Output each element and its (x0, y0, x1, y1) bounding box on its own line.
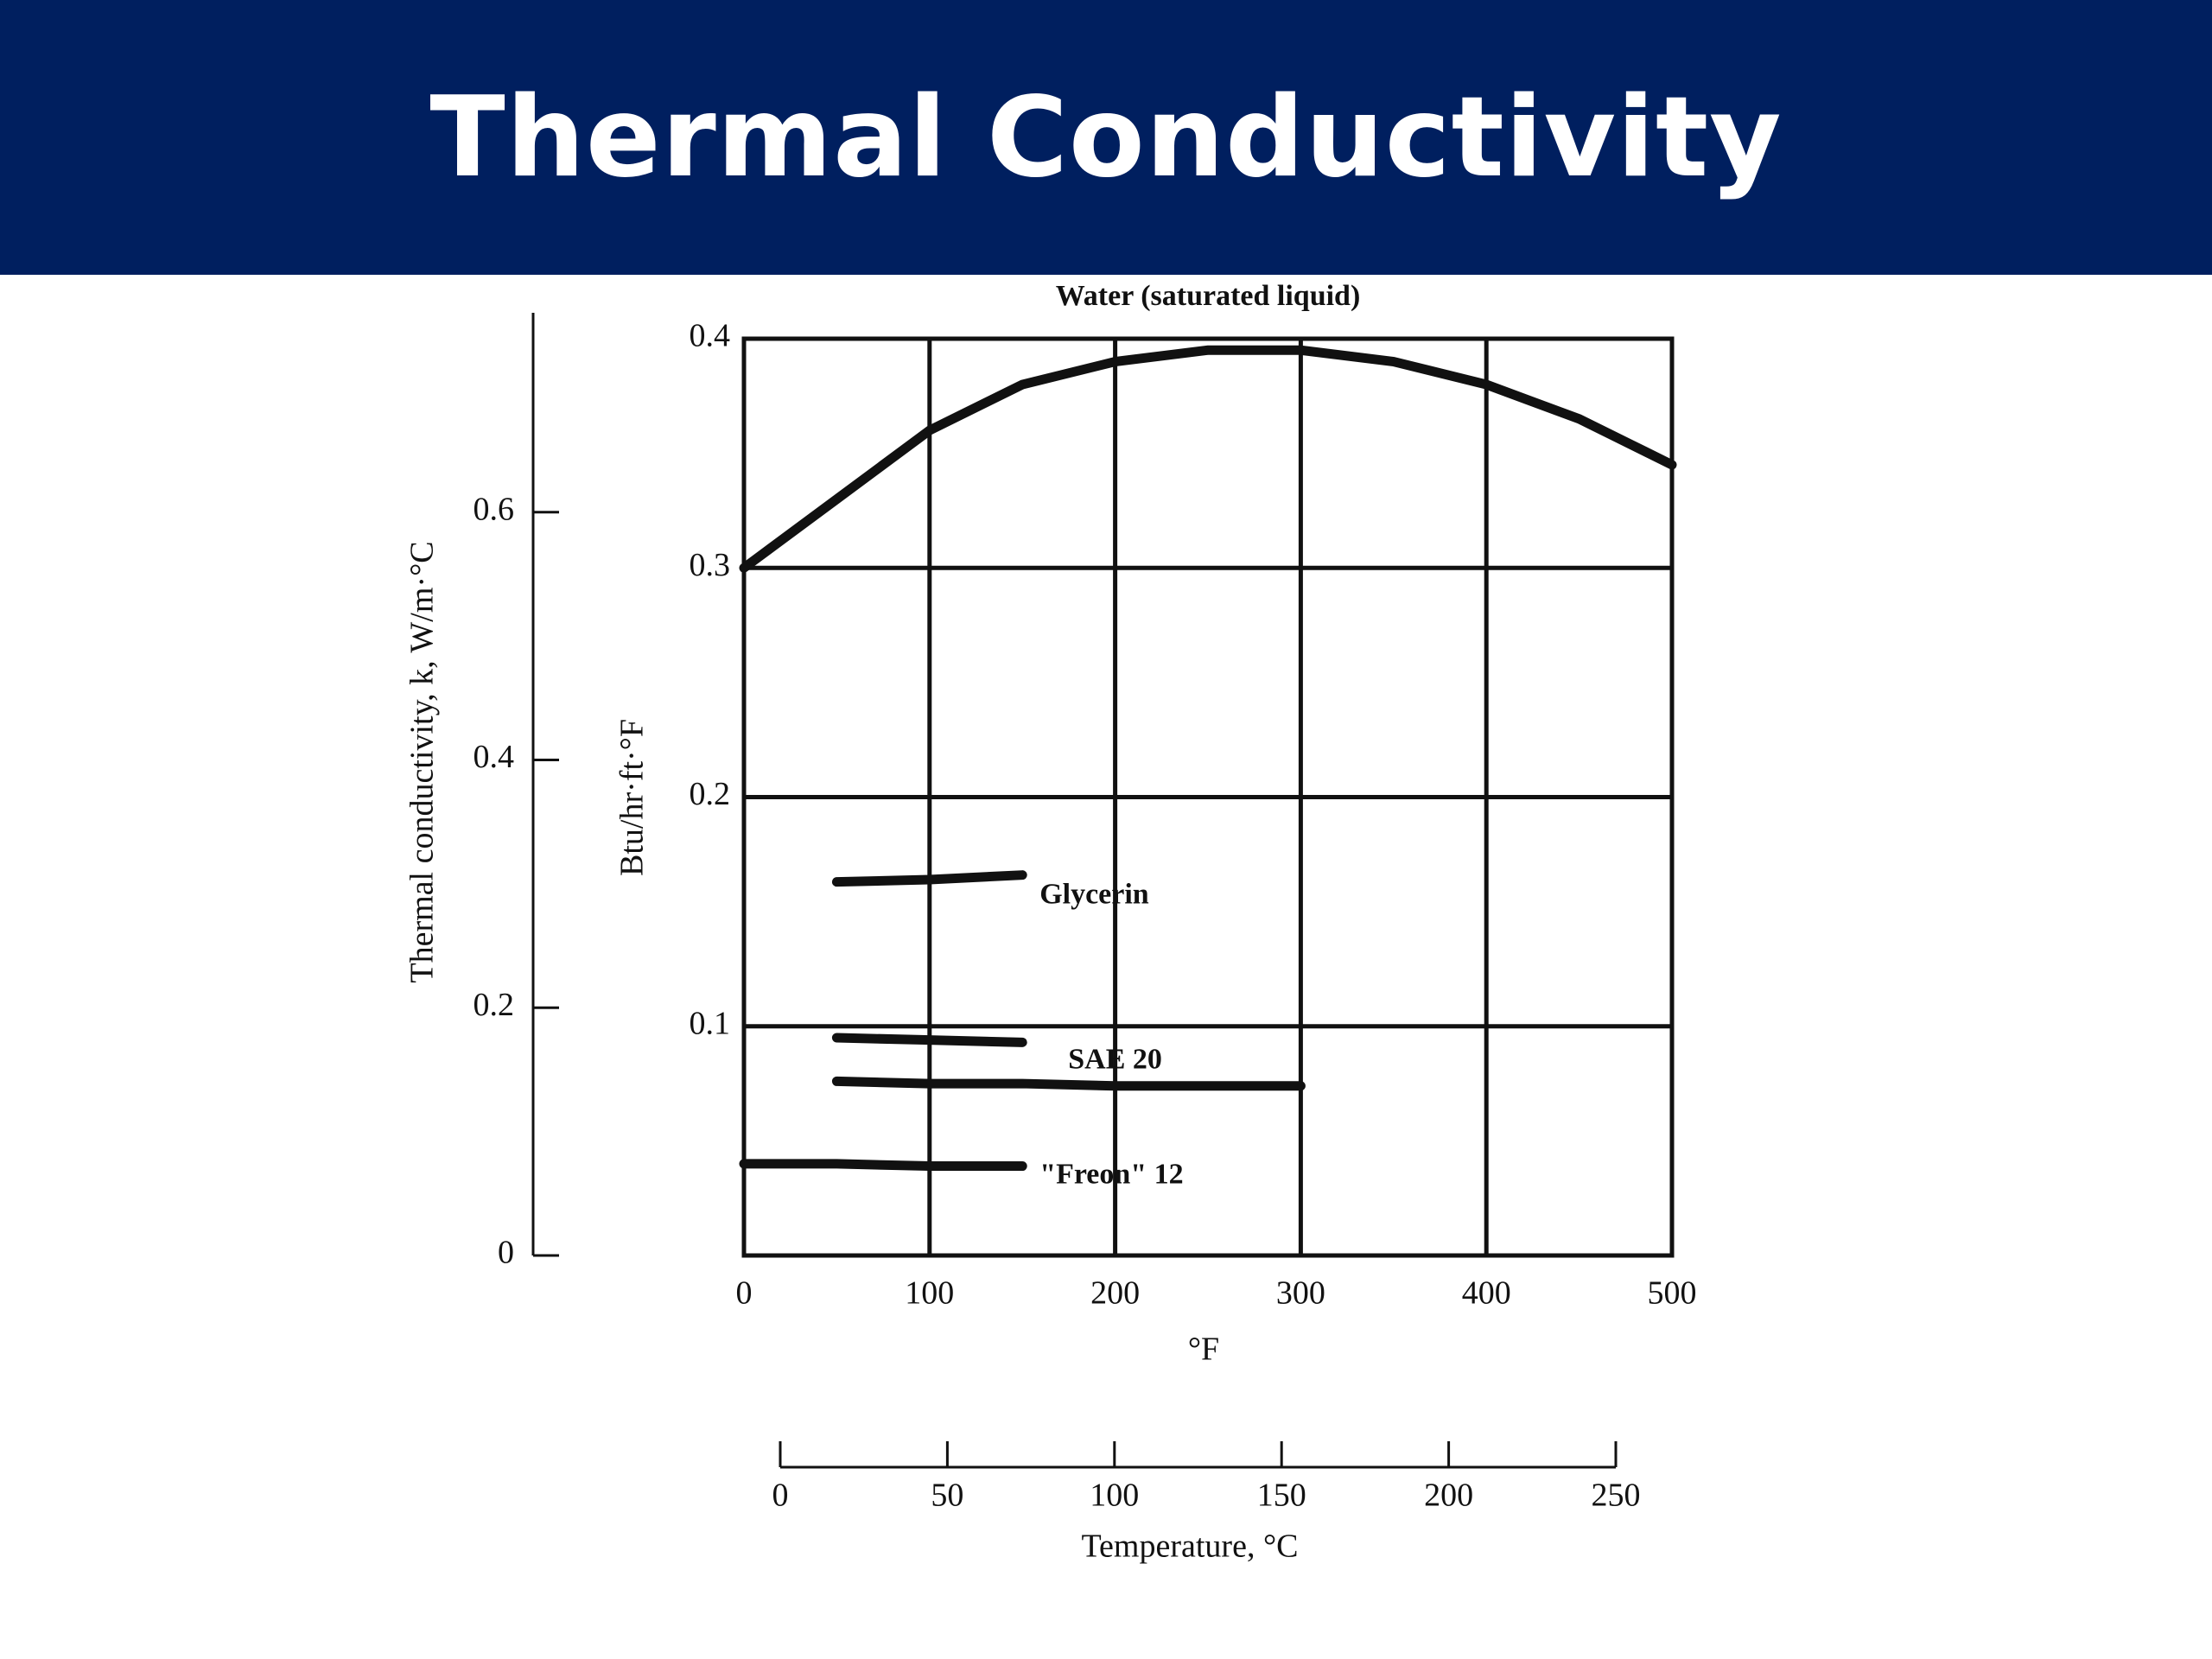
x2-tick-label: 200 (1424, 1478, 1473, 1514)
x2-tick-label: 150 (1257, 1478, 1306, 1514)
header: Thermal Conductivity (0, 0, 2212, 275)
y2-axis-label: Thermal conductivity, k, W/m·°C (404, 541, 441, 982)
x-tick-label: 200 (1090, 1275, 1140, 1312)
series-line (831, 1033, 1027, 1047)
x-tick-label: 300 (1276, 1275, 1325, 1312)
series-label: SAE 20 (1068, 1044, 1162, 1076)
x-tick-label: 500 (1648, 1275, 1697, 1312)
x-axis-label: °F (1188, 1332, 1219, 1368)
y2-tick-label: 0.4 (474, 739, 515, 775)
y-tick-label: 0.4 (690, 318, 731, 354)
series-label: Glycerin (1039, 878, 1149, 910)
x2-tick-label: 250 (1592, 1478, 1641, 1514)
y2-tick-label: 0 (498, 1235, 514, 1271)
y-tick-label: 0.2 (690, 776, 731, 812)
x-tick-label: 400 (1462, 1275, 1511, 1312)
slide-title: Thermal Conductivity (429, 73, 1783, 202)
series-label: Water (saturated liquid) (1056, 280, 1361, 312)
series-line (831, 870, 1027, 887)
plot-frame (741, 336, 1675, 1258)
x2-tick-label: 50 (931, 1478, 963, 1514)
x2-tick-label: 0 (772, 1478, 789, 1514)
series-label: "Freon" 12 (1039, 1158, 1184, 1190)
y-tick-label: 0.1 (690, 1005, 731, 1041)
y-axis-label: Btu/hr·ft·°F (614, 719, 651, 876)
x2-tick-label: 100 (1090, 1478, 1139, 1514)
series-line (739, 1159, 1027, 1172)
y2-tick-label: 0.6 (474, 491, 515, 527)
x-tick-label: 100 (905, 1275, 954, 1312)
y2-tick-label: 0.2 (474, 987, 515, 1023)
x-tick-label: 0 (736, 1275, 753, 1312)
x2-axis-label: Temperature, °C (1082, 1529, 1299, 1565)
series-line (739, 345, 1677, 573)
series-line (831, 1076, 1306, 1091)
y-tick-label: 0.3 (690, 547, 731, 583)
